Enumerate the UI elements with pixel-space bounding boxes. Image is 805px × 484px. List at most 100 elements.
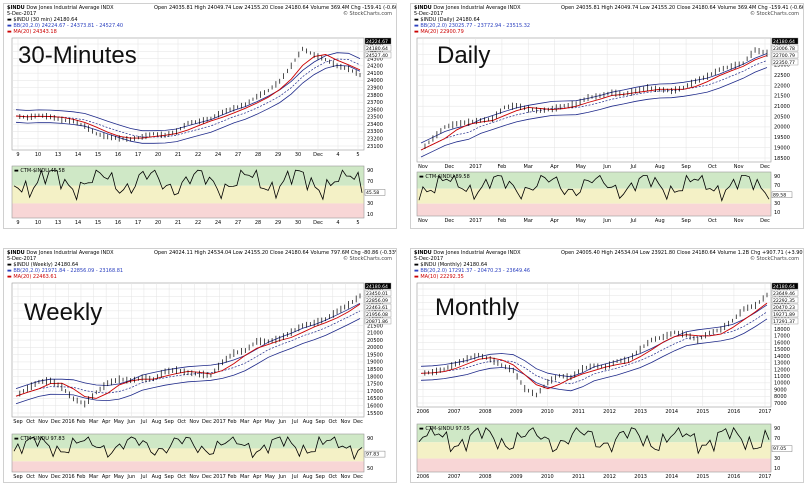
y-tick-label: 20000 — [774, 125, 790, 131]
chart-svg: 2450024400243002420024100240002390023800… — [11, 37, 392, 226]
x-tick-label: Mar — [240, 419, 250, 425]
header-ma-legend: ▬ MA(20) 24343.18 — [7, 29, 57, 35]
x-tick-label: 2006 — [417, 474, 430, 480]
indicator-zone-mid — [12, 185, 364, 204]
x-tick-label: Sep — [13, 474, 22, 480]
x-tick-label: Sep — [681, 218, 690, 224]
indicator-last-value: 97.83 — [366, 452, 379, 458]
y-tick-label: 23700 — [367, 100, 383, 106]
x-tick-label: Sep — [316, 474, 325, 480]
indicator-line — [418, 426, 770, 455]
y-tick-label: 18500 — [367, 367, 383, 373]
x-tick-label: Oct — [328, 419, 337, 425]
x-tick-label: Dec — [51, 474, 61, 480]
x-tick-label: 2016 — [62, 419, 75, 425]
ma-line — [15, 54, 361, 139]
x-tick-label: Jul — [629, 164, 636, 170]
indicator-zone-low — [12, 203, 364, 218]
bb-lower-line — [15, 64, 361, 144]
last-value-box — [771, 310, 799, 318]
x-tick-label: 2009 — [510, 474, 523, 480]
header-ma-legend: ▬ MA(10) 22292.35 — [414, 274, 464, 280]
bb-lower-line — [420, 318, 768, 392]
indicator-zone-mid — [417, 442, 771, 459]
x-tick-label: Feb — [497, 164, 506, 170]
chart-header: $INDU Dow Jones Industrial Average INDX 5… — [414, 5, 530, 35]
x-tick-label: Apr — [550, 164, 560, 170]
chart-panel-monthly: $INDU Dow Jones Industrial Average INDX 5… — [410, 248, 804, 483]
y-tick-label: 21000 — [774, 104, 790, 110]
last-value-label: 22856.09 — [366, 298, 388, 304]
x-tick-label: 28 — [255, 152, 261, 158]
indicator-zone-low — [12, 461, 364, 472]
header-price-legend: ▬ $INDU (Monthly) 24180.64 — [414, 262, 488, 268]
indicator-tick-label: 10 — [774, 210, 780, 216]
x-tick-label: 30 — [295, 220, 301, 226]
y-tick-label: 23000 — [774, 63, 790, 69]
timeframe-label: Monthly — [435, 294, 520, 321]
x-tick-label: 2007 — [448, 409, 461, 415]
last-value-label: 24180.64 — [366, 46, 388, 52]
header-title: $INDU Dow Jones Industrial Average INDX — [414, 250, 521, 256]
header-date: 5-Dec-2017 — [414, 256, 444, 262]
header-date: 5-Dec-2017 — [7, 256, 37, 262]
last-value-box — [364, 289, 392, 297]
header-bb-legend: ▬ BB(20,2.0) 24224.67 - 24373.81 - 24527… — [7, 23, 124, 29]
x-tick-label: Aug — [303, 474, 313, 480]
indicator-tick-label: 90 — [367, 436, 373, 442]
bb-lower-line — [15, 318, 361, 405]
x-tick-label: Sep — [164, 419, 173, 425]
indicator-plot-area — [416, 423, 772, 473]
y-tick-label: 21500 — [367, 323, 383, 329]
chart-header: $INDU Dow Jones Industrial Average INDX 5… — [7, 5, 123, 35]
last-value-box — [364, 51, 392, 59]
x-tick-label: Nov — [189, 474, 199, 480]
indicator-last-box — [364, 450, 386, 458]
x-tick-label: 21 — [175, 152, 181, 158]
timeframe-label: Daily — [437, 42, 491, 69]
x-tick-label: 5 — [356, 152, 359, 158]
last-value-box — [771, 289, 799, 297]
x-tick-label: Feb — [228, 474, 237, 480]
x-tick-label: 13 — [55, 152, 61, 158]
x-tick-label: 2017 — [469, 164, 482, 170]
chart-svg: 2400023500230002250022000215002100020500… — [11, 282, 392, 480]
last-value-box — [771, 303, 799, 311]
indicator-label: ▬ CTM-$INDU 45.58 — [14, 168, 65, 174]
indicator-tick-label: 10 — [774, 466, 780, 472]
x-tick-label: 16 — [115, 220, 121, 226]
x-tick-label: Feb — [77, 474, 86, 480]
x-tick-label: Dec — [444, 218, 454, 224]
header-price-legend: ▬ $INDU (Daily) 24180.64 — [414, 17, 480, 23]
indicator-line — [418, 174, 770, 203]
x-tick-label: 17 — [135, 220, 141, 226]
y-tick-label: 18000 — [774, 327, 790, 333]
x-tick-label: Feb — [77, 419, 86, 425]
last-value-label: 20470.23 — [773, 305, 795, 311]
last-value-box — [771, 296, 799, 304]
x-tick-label: 10 — [35, 220, 41, 226]
x-tick-label: 24 — [215, 220, 221, 226]
x-tick-label: Dec — [444, 164, 454, 170]
y-tick-label: 23600 — [367, 107, 383, 113]
y-tick-label: 8000 — [774, 394, 787, 400]
x-tick-label: 2010 — [541, 474, 554, 480]
x-tick-label: 2010 — [541, 409, 554, 415]
x-tick-label: May — [576, 164, 586, 170]
x-tick-label: 2016 — [728, 474, 741, 480]
indicator-plot-area — [416, 171, 772, 217]
x-tick-label: May — [114, 419, 124, 425]
x-tick-label: Apr — [102, 419, 112, 425]
y-tick-label: 23000 — [774, 294, 790, 300]
x-tick-label: 16 — [115, 152, 121, 158]
last-value-label: 23450.01 — [366, 291, 388, 297]
last-value-label: 24180.64 — [366, 284, 388, 290]
y-tick-label: 23100 — [367, 144, 383, 150]
ma-line — [420, 302, 768, 390]
y-tick-label: 9000 — [774, 387, 787, 393]
chart-svg: 2400023500230002250022000215002100020500… — [416, 37, 799, 224]
x-tick-label: 2016 — [728, 409, 741, 415]
x-tick-label: Feb — [228, 419, 237, 425]
x-tick-label: Oct — [26, 474, 35, 480]
ohlc-readout: Open 24005.40 High 24534.04 Low 23921.80… — [561, 250, 804, 256]
